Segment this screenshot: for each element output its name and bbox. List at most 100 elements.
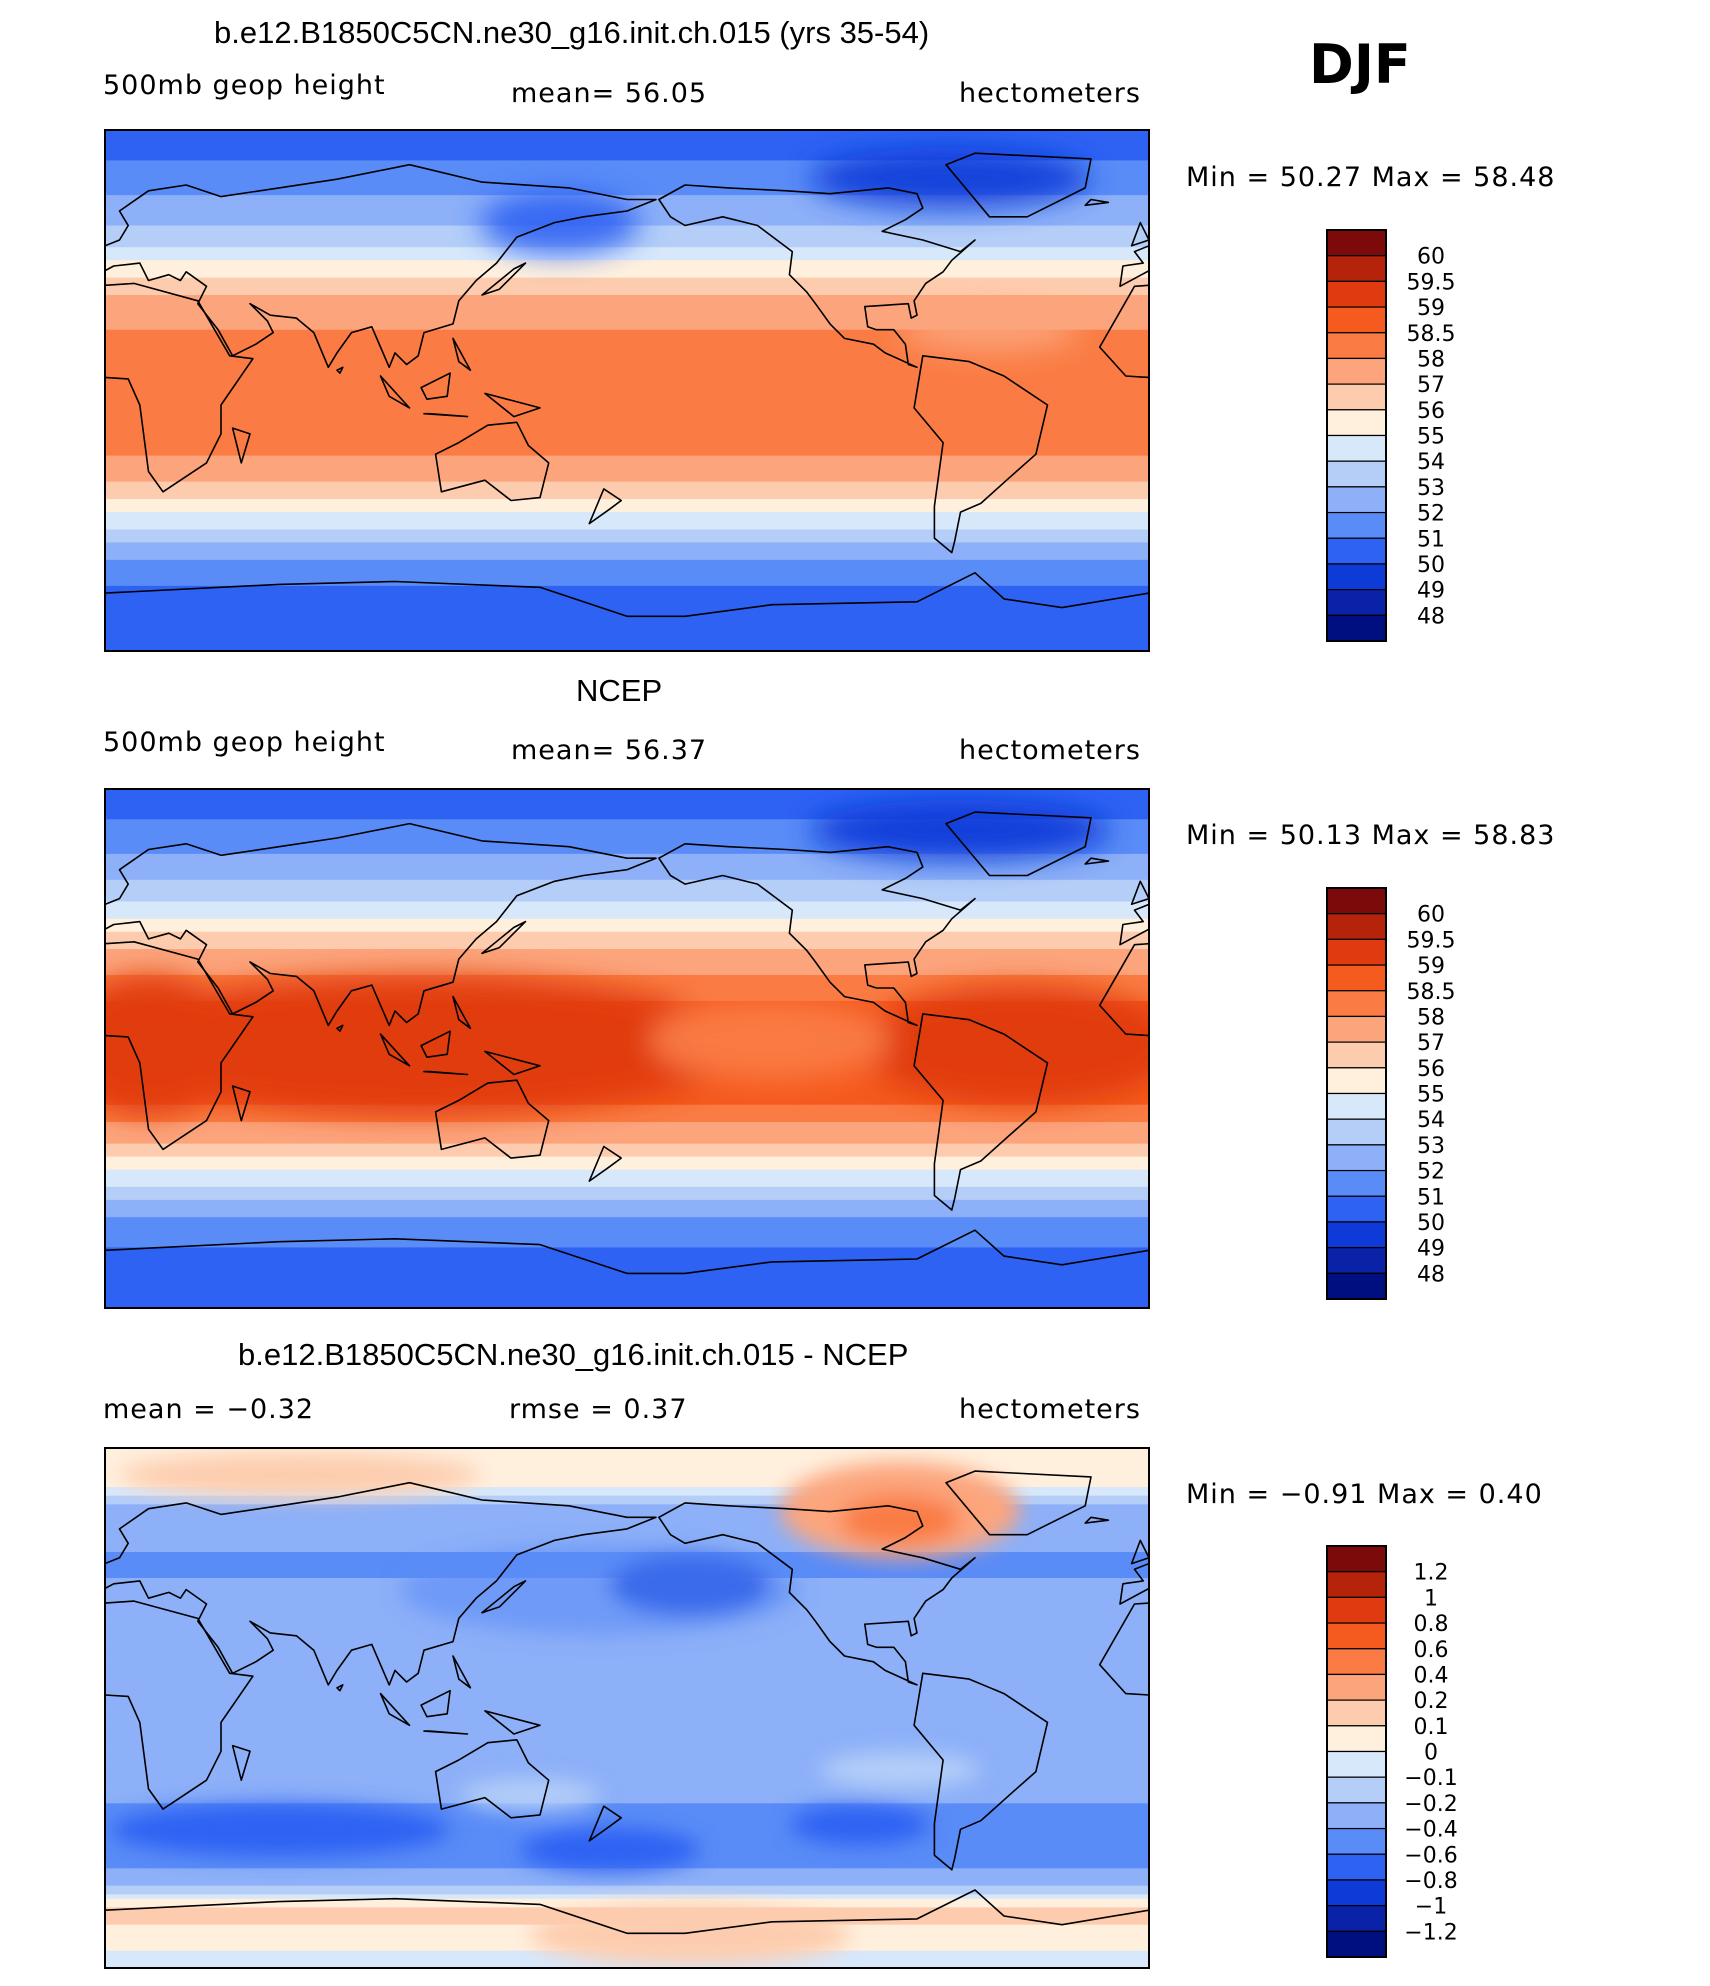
coastline — [1277, 1086, 1294, 1121]
zonal-band — [105, 581, 1149, 587]
zonal-band — [105, 849, 1149, 855]
zonal-band — [105, 351, 1149, 357]
zonal-band — [105, 611, 1149, 617]
coastline — [1480, 422, 1593, 500]
panel3-neg-southern-1 — [110, 1804, 450, 1856]
zonal-band — [105, 1113, 1149, 1119]
colorbar-tick-label: 50 — [1417, 1211, 1445, 1236]
zonal-band — [105, 918, 1149, 924]
colorbar-tick-label: 58.5 — [1407, 980, 1456, 1005]
zonal-band — [105, 1721, 1149, 1726]
colorbar-swatch — [1326, 1725, 1387, 1753]
colorbar-swatch — [1326, 1144, 1387, 1172]
colorbar-swatch — [1326, 1247, 1387, 1274]
zonal-band — [105, 1764, 1149, 1770]
zonal-band — [105, 156, 1149, 161]
colorbar-tick-label: 55 — [1417, 425, 1445, 450]
colorbar-swatch — [1326, 1545, 1387, 1573]
zonal-band — [105, 629, 1149, 635]
colorbar-tick-label: 59 — [1417, 296, 1445, 321]
zonal-band — [105, 486, 1149, 491]
colorbar-tick-label: 53 — [1417, 476, 1445, 501]
panel3-rmse-label: rmse = 0.37 — [509, 1394, 688, 1425]
coastline — [481, 1580, 527, 1614]
zonal-band — [105, 1243, 1149, 1249]
colorbar-swatch — [1326, 229, 1387, 257]
zonal-band — [105, 910, 1149, 916]
coastline — [484, 392, 541, 418]
zonal-band — [105, 1890, 1149, 1895]
zonal-band — [105, 905, 1149, 911]
zonal-band — [105, 564, 1149, 570]
zonal-band — [105, 529, 1149, 535]
zonal-band — [105, 1963, 1149, 1968]
panel1-mean-label: mean= 56.05 — [511, 78, 708, 109]
colorbar-swatch — [1326, 1195, 1387, 1223]
coastline — [1468, 1072, 1512, 1075]
coastline — [420, 1030, 451, 1058]
colorbar-swatch — [1326, 563, 1387, 591]
panel3-colorbar: 1.210.80.60.40.20.10−0.1−0.2−0.4−0.6−0.8… — [1326, 1545, 1458, 1958]
zonal-band — [105, 1295, 1149, 1300]
zonal-band — [105, 1673, 1149, 1679]
zonal-band — [105, 1260, 1149, 1266]
colorbar-swatch — [1326, 1673, 1387, 1701]
zonal-band — [105, 264, 1149, 270]
colorbar-tick-label: −1 — [1415, 1895, 1447, 1920]
zonal-band — [105, 1898, 1149, 1904]
zonal-band — [105, 1152, 1149, 1158]
colorbar-swatch — [1326, 1622, 1387, 1650]
zonal-band — [105, 884, 1149, 890]
coastline — [423, 1730, 469, 1735]
zonal-band — [105, 130, 1149, 135]
zonal-band — [105, 1539, 1149, 1544]
zonal-band — [105, 242, 1149, 248]
colorbar-tick-label: 51 — [1417, 1185, 1445, 1210]
colorbar-swatch — [1326, 1041, 1387, 1069]
zonal-band — [105, 944, 1149, 950]
coastline — [105, 1556, 106, 1559]
zonal-band — [105, 1448, 1149, 1453]
coastline — [913, 354, 1049, 554]
colorbar-swatch — [1326, 1272, 1387, 1300]
zonal-band — [105, 1781, 1149, 1787]
zonal-band — [105, 1109, 1149, 1114]
zonal-band — [105, 594, 1149, 600]
panel3-minmax: Min = −0.91 Max = 0.40 — [1186, 1479, 1543, 1510]
zonal-band — [105, 373, 1149, 379]
zonal-band — [105, 169, 1149, 175]
coastline — [336, 1684, 344, 1692]
coastline — [105, 238, 106, 241]
panel3-title: b.e12.B1850C5CN.ne30_g16.init.ch.015 - N… — [238, 1337, 909, 1372]
coastline — [105, 1889, 1149, 1968]
zonal-band — [105, 247, 1149, 253]
colorbar-tick-label: 54 — [1417, 450, 1445, 475]
zonal-band — [105, 633, 1149, 639]
coastline — [1130, 1539, 1149, 1565]
colorbar-tick-label: −0.8 — [1404, 1869, 1457, 1894]
zonal-band — [105, 542, 1149, 548]
zonal-band — [105, 1790, 1149, 1796]
zonal-band — [105, 983, 1149, 989]
colorbar-swatch — [1326, 280, 1387, 308]
coastline — [1468, 414, 1512, 417]
season-label: DJF — [1309, 33, 1411, 96]
coastline — [41, 1517, 64, 1523]
zonal-band — [105, 381, 1149, 387]
colorbar-tick-label: 58.5 — [1407, 322, 1456, 347]
zonal-band — [105, 1199, 1149, 1205]
zonal-band — [105, 1634, 1149, 1640]
colorbar-swatch — [1326, 614, 1387, 642]
zonal-band — [105, 1186, 1149, 1192]
zonal-band — [105, 499, 1149, 504]
zonal-band — [105, 840, 1149, 846]
colorbar-swatch — [1326, 1015, 1387, 1043]
panel1-units-label: hectometers — [959, 78, 1141, 109]
zonal-band — [105, 1478, 1149, 1484]
zonal-band — [105, 836, 1149, 842]
panel2-variable-label: 500mb geop height — [103, 727, 386, 758]
zonal-band — [105, 394, 1149, 400]
colorbar-tick-label: 51 — [1417, 527, 1445, 552]
zonal-band — [105, 1530, 1149, 1536]
